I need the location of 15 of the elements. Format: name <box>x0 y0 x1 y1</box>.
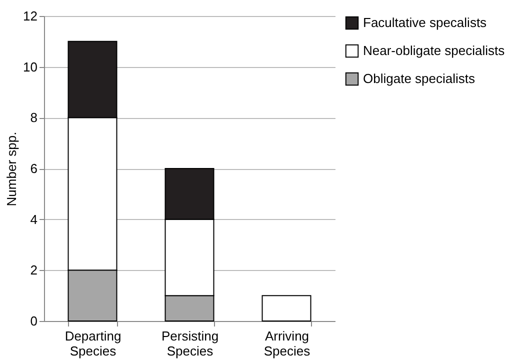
bar <box>262 295 312 322</box>
x-tick-label: Persisting Species <box>161 328 219 358</box>
y-tick-label: 8 <box>30 110 38 126</box>
y-tick-label: 4 <box>30 212 38 227</box>
legend-label: Near-obligate specialists <box>363 43 506 58</box>
y-axis-title: Number spp. <box>4 132 20 206</box>
x-tick-label: Arriving Species <box>264 328 311 358</box>
y-tick-label: 0 <box>30 314 38 328</box>
y-tick-label: 2 <box>30 262 38 278</box>
y-tick-label: 6 <box>30 161 38 176</box>
y-tick-label: 10 <box>23 59 38 74</box>
legend-label: Facultative specalists <box>363 15 488 30</box>
y-tick-label: 12 <box>23 8 38 24</box>
legend-label: Obligate specialists <box>363 71 476 86</box>
x-tick-label: Departing Species <box>64 328 122 358</box>
